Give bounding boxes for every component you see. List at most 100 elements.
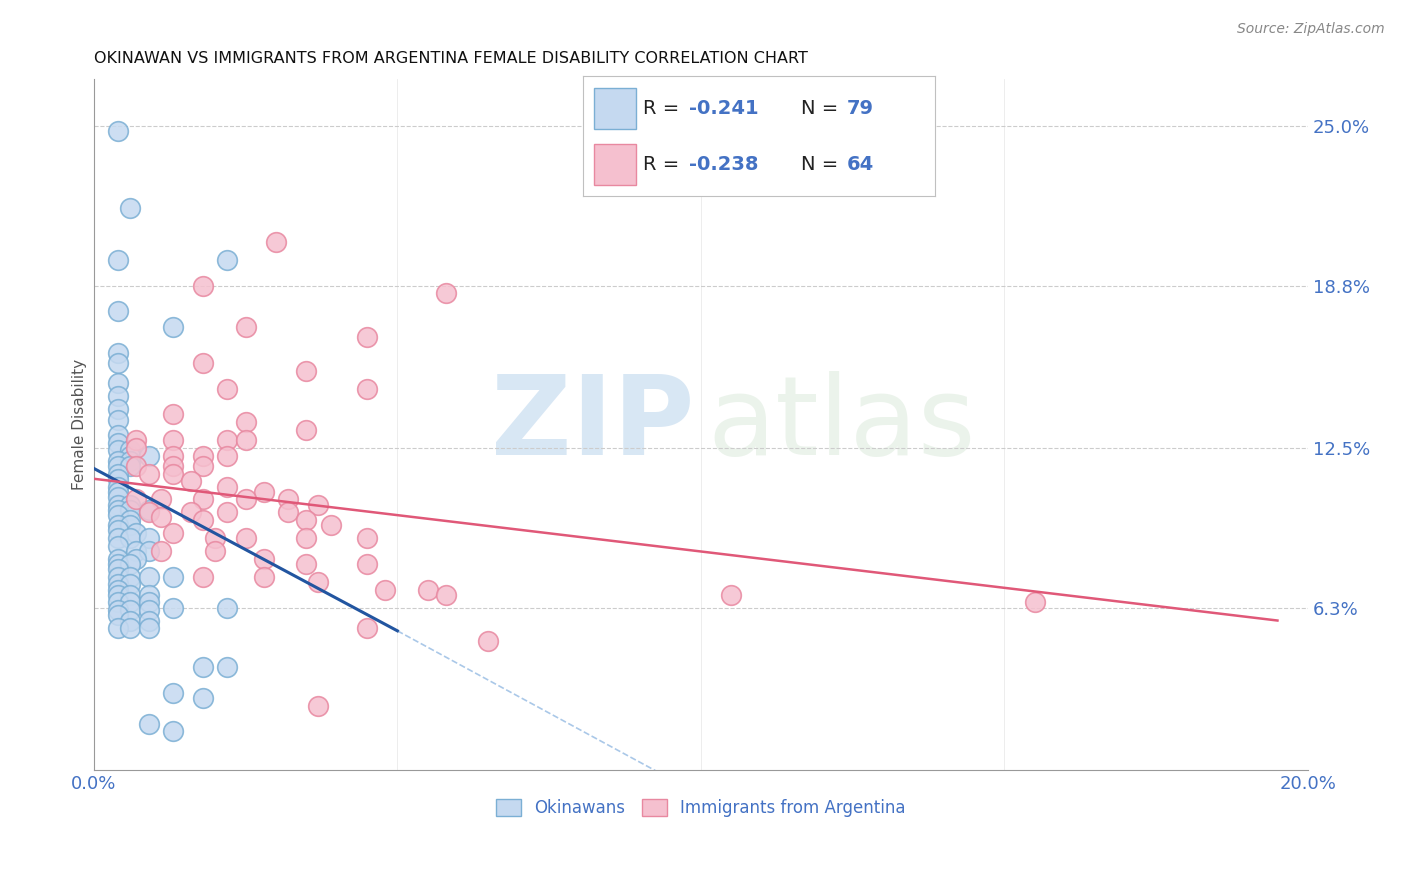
- Point: [217, 660, 239, 674]
- Point: [107, 490, 129, 504]
- Point: [120, 449, 142, 463]
- Point: [120, 557, 142, 571]
- Point: [138, 614, 160, 628]
- Point: [217, 433, 239, 447]
- Point: [204, 531, 226, 545]
- Point: [149, 510, 172, 524]
- Text: N =: N =: [801, 155, 845, 175]
- Point: [217, 479, 239, 493]
- Point: [107, 467, 129, 481]
- Point: [107, 502, 129, 516]
- Point: [193, 356, 215, 370]
- Point: [107, 570, 129, 584]
- Text: 64: 64: [846, 155, 875, 175]
- Point: [120, 454, 142, 468]
- Point: [120, 498, 142, 512]
- Point: [138, 603, 160, 617]
- Point: [235, 531, 257, 545]
- Point: [125, 525, 148, 540]
- Point: [434, 286, 457, 301]
- Point: [107, 458, 129, 473]
- Point: [120, 531, 142, 545]
- Point: [374, 582, 396, 597]
- Text: R =: R =: [644, 99, 686, 118]
- Point: [107, 531, 129, 545]
- Text: atlas: atlas: [707, 371, 976, 478]
- Point: [120, 595, 142, 609]
- Point: [107, 402, 129, 417]
- Point: [107, 588, 129, 602]
- Point: [356, 621, 378, 635]
- Point: [319, 518, 342, 533]
- Point: [253, 570, 276, 584]
- Point: [217, 505, 239, 519]
- Point: [125, 551, 148, 566]
- Point: [107, 524, 129, 538]
- Y-axis label: Female Disability: Female Disability: [72, 359, 87, 491]
- Point: [138, 621, 160, 635]
- Point: [193, 449, 215, 463]
- Point: [149, 544, 172, 558]
- Point: [295, 557, 318, 571]
- Text: N =: N =: [801, 99, 845, 118]
- Point: [120, 502, 142, 516]
- Point: [120, 614, 142, 628]
- Point: [138, 595, 160, 609]
- Point: [162, 458, 184, 473]
- Legend: Okinawans, Immigrants from Argentina: Okinawans, Immigrants from Argentina: [489, 792, 912, 824]
- Point: [193, 660, 215, 674]
- Point: [138, 505, 160, 519]
- Point: [217, 449, 239, 463]
- Text: 79: 79: [846, 99, 875, 118]
- Point: [162, 467, 184, 481]
- Point: [125, 492, 148, 507]
- Point: [138, 716, 160, 731]
- Point: [295, 531, 318, 545]
- Point: [107, 582, 129, 597]
- Point: [356, 531, 378, 545]
- Point: [162, 433, 184, 447]
- Point: [308, 498, 330, 512]
- Point: [125, 441, 148, 455]
- Point: [107, 484, 129, 499]
- Point: [162, 525, 184, 540]
- Point: [193, 278, 215, 293]
- Text: R =: R =: [644, 155, 686, 175]
- Point: [120, 513, 142, 527]
- Point: [107, 428, 129, 442]
- Point: [356, 382, 378, 396]
- Point: [295, 513, 318, 527]
- Point: [107, 621, 129, 635]
- Point: [120, 570, 142, 584]
- Point: [107, 345, 129, 359]
- Point: [193, 570, 215, 584]
- Point: [162, 600, 184, 615]
- Point: [1024, 595, 1046, 609]
- Point: [253, 484, 276, 499]
- Point: [107, 518, 129, 533]
- Point: [107, 472, 129, 486]
- Point: [217, 382, 239, 396]
- Point: [107, 551, 129, 566]
- Point: [107, 124, 129, 138]
- Point: [120, 458, 142, 473]
- Point: [180, 505, 202, 519]
- Point: [107, 539, 129, 553]
- Point: [277, 492, 299, 507]
- Point: [120, 201, 142, 215]
- Point: [107, 435, 129, 450]
- Point: [107, 508, 129, 522]
- Point: [107, 608, 129, 623]
- Point: [138, 588, 160, 602]
- Point: [107, 304, 129, 318]
- Point: [120, 518, 142, 533]
- Point: [162, 570, 184, 584]
- Point: [277, 505, 299, 519]
- Point: [162, 724, 184, 739]
- Point: [149, 492, 172, 507]
- Point: [107, 389, 129, 403]
- FancyBboxPatch shape: [593, 145, 637, 186]
- Point: [125, 544, 148, 558]
- Point: [308, 574, 330, 589]
- Point: [138, 449, 160, 463]
